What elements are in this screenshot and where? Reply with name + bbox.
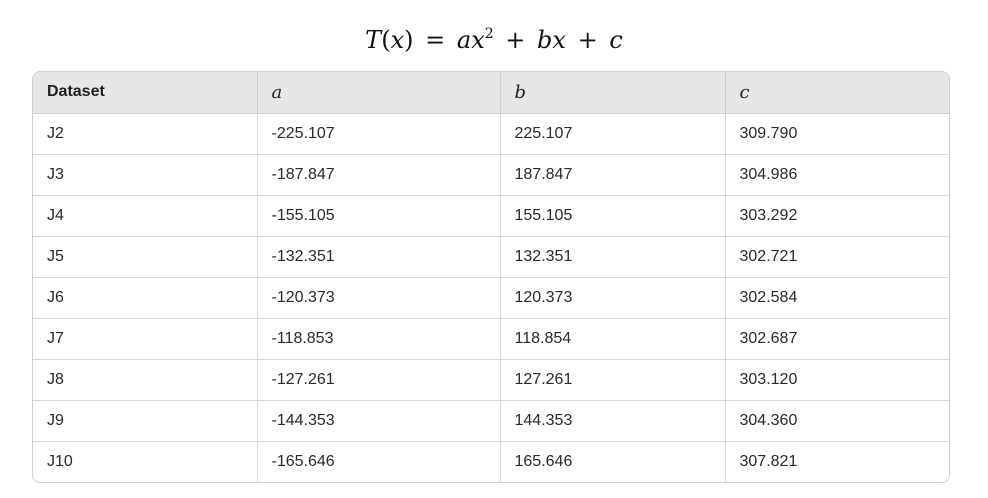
cell-c: 309.790 <box>725 113 949 155</box>
table-row: J3 -187.847 187.847 304.986 <box>33 154 949 196</box>
formula-coef-a: a <box>456 26 472 54</box>
formula-coef-b: b <box>537 26 553 54</box>
cell-a: -225.107 <box>257 113 501 155</box>
coefficients-table: Dataset a b c J2 -225.107 225.107 309.79… <box>33 72 949 482</box>
cell-b: 155.105 <box>500 195 726 237</box>
table-row: J7 -118.853 118.854 302.687 <box>33 318 949 360</box>
cell-dataset: J6 <box>33 277 258 319</box>
table-row: J5 -132.351 132.351 302.721 <box>33 236 949 278</box>
cell-b: 120.373 <box>500 277 726 319</box>
table-row: J9 -144.353 144.353 304.360 <box>33 400 949 442</box>
cell-b: 187.847 <box>500 154 726 196</box>
cell-b: 118.854 <box>500 318 726 360</box>
table-row: J4 -155.105 155.105 303.292 <box>33 195 949 237</box>
table-row: J8 -127.261 127.261 303.120 <box>33 359 949 401</box>
cell-b: 132.351 <box>500 236 726 278</box>
cell-dataset: J5 <box>33 236 258 278</box>
cell-dataset: J7 <box>33 318 258 360</box>
table-header: Dataset a b c <box>33 72 949 114</box>
cell-c: 302.584 <box>725 277 949 319</box>
table-row: J6 -120.373 120.373 302.584 <box>33 277 949 319</box>
formula-x-linear: x <box>552 26 566 54</box>
cell-b: 144.353 <box>500 400 726 442</box>
formula-function-name: T <box>365 26 382 54</box>
cell-c: 302.721 <box>725 236 949 278</box>
header-b: b <box>500 72 726 114</box>
cell-a: -127.261 <box>257 359 501 401</box>
cell-dataset: J8 <box>33 359 258 401</box>
formula-plus-1: + <box>505 26 526 54</box>
header-a: a <box>257 72 501 114</box>
formula-coef-c: c <box>609 26 623 54</box>
cell-dataset: J10 <box>33 441 258 482</box>
cell-a: -132.351 <box>257 236 501 278</box>
cell-c: 307.821 <box>739 452 798 470</box>
cell-b: 225.107 <box>500 113 726 155</box>
cell-c: 303.292 <box>725 195 949 237</box>
cell-c: 304.360 <box>725 400 949 442</box>
table-row: J2 -225.107 225.107 309.790 <box>33 113 949 155</box>
cell-dataset: J2 <box>33 113 258 155</box>
formula-heading: T(x) = ax2 + bx + c <box>0 18 988 56</box>
header-c: c <box>725 72 949 114</box>
cell-b: 165.646 <box>500 441 726 482</box>
formula-equals: = <box>425 26 446 54</box>
header-row: Dataset a b c <box>33 72 949 114</box>
formula-x-squared: x <box>471 26 485 54</box>
cell-c: 303.120 <box>725 359 949 401</box>
cell-dataset: J9 <box>33 400 258 442</box>
formula-plus-2: + <box>577 26 598 54</box>
cell-a: -165.646 <box>257 441 501 482</box>
cell-c: 304.986 <box>725 154 949 196</box>
table-body: J2 -225.107 225.107 309.790 J3 -187.847 … <box>33 113 949 482</box>
header-dataset: Dataset <box>33 72 258 114</box>
formula-paren-open: ( <box>381 26 391 54</box>
cell-dataset: J3 <box>33 154 258 196</box>
formula-exponent: 2 <box>484 26 494 42</box>
coefficients-table-container: Dataset a b c J2 -225.107 225.107 309.79… <box>32 71 950 483</box>
cell-b: 127.261 <box>500 359 726 401</box>
cell-a: -187.847 <box>257 154 501 196</box>
cell-a: -118.853 <box>257 318 501 360</box>
formula-paren-close: ) <box>404 26 414 54</box>
table-row: J10 -165.646 165.646 307.821 <box>33 441 949 482</box>
cell-a: -144.353 <box>257 400 501 442</box>
cell-c: 302.687 <box>725 318 949 360</box>
formula-variable: x <box>390 26 405 54</box>
cell-a: -120.373 <box>257 277 501 319</box>
cell-a: -155.105 <box>257 195 501 237</box>
cell-dataset: J4 <box>33 195 258 237</box>
